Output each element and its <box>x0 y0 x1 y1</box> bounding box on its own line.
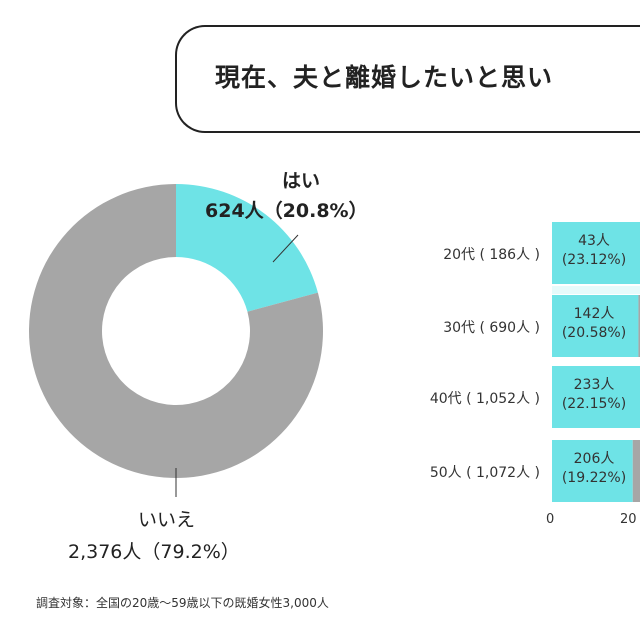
x-tick-0: 0 <box>546 512 555 527</box>
bar-data-label: 142人 (20.58%) <box>552 305 636 343</box>
bar-data-label: 233人 (22.15%) <box>552 376 636 414</box>
donut-slice-yes <box>176 184 318 312</box>
bar-count: 233人 <box>573 377 615 393</box>
bar-no <box>638 295 640 357</box>
bar-percent: (20.58%) <box>561 325 627 341</box>
row-label: 30代 ( 690人 ) <box>443 320 540 336</box>
bar-yes <box>552 366 640 428</box>
bar-count: 142人 <box>573 306 615 322</box>
row-label: 20代 ( 186人 ) <box>443 247 540 263</box>
x-tick-20: 20 <box>620 512 637 527</box>
yes-value-label: 624人（20.8%） <box>205 200 368 222</box>
bar-percent: (22.15%) <box>561 396 627 412</box>
bar-yes <box>552 295 639 357</box>
bar-yes <box>552 222 640 284</box>
bar-yes <box>552 440 633 502</box>
survey-note: 調査対象：全国の20歳〜59歳以下の既婚女性3,000人 <box>36 596 329 610</box>
title-box <box>175 25 640 133</box>
bar-count: 43人 <box>578 233 610 249</box>
row-label: 50人 ( 1,072人 ) <box>429 465 540 481</box>
bar-data-label: 43人 (23.12%) <box>552 232 636 270</box>
yes-label: はい <box>282 170 321 192</box>
bar-count: 206人 <box>573 451 615 467</box>
page-title: 現在、夫と離婚したいと思い <box>215 63 554 92</box>
bar-gap <box>552 286 640 294</box>
no-value-label: 2,376人（79.2%） <box>68 541 240 563</box>
donut-slice-no <box>29 184 324 478</box>
bar-no <box>632 440 640 502</box>
yes-leader-line <box>272 234 299 263</box>
bar-percent: (19.22%) <box>561 470 627 486</box>
bar-data-label: 206人 (19.22%) <box>552 450 636 488</box>
row-label: 40代 ( 1,052人 ) <box>429 391 540 407</box>
no-label: いいえ <box>138 509 196 531</box>
bar-percent: (23.12%) <box>561 252 627 268</box>
